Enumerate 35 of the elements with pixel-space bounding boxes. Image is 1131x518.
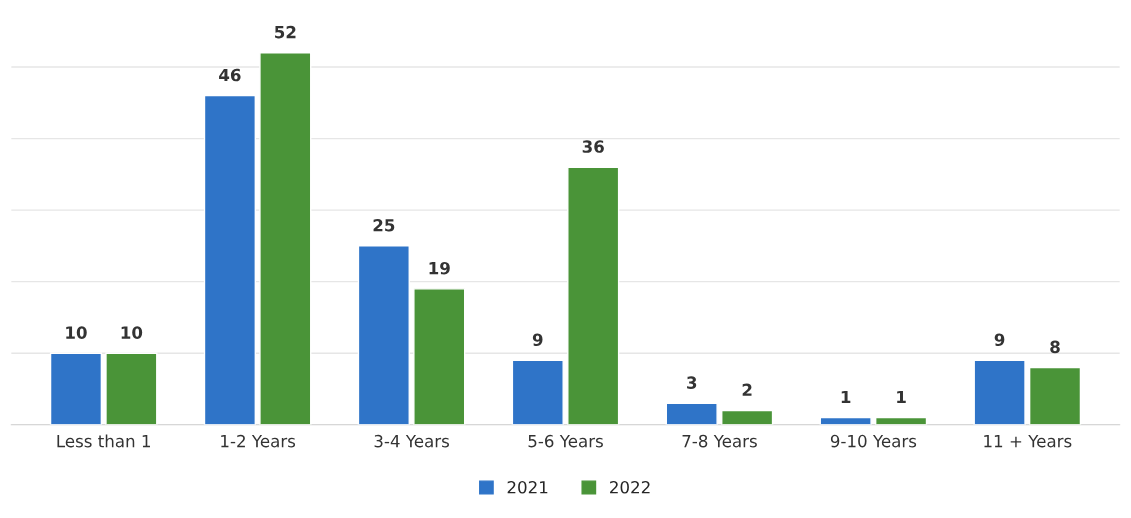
x-tick-label: 11 + Years xyxy=(984,435,1072,448)
bar xyxy=(357,245,410,425)
x-tick-label: 9-10 Years xyxy=(830,434,917,448)
data-label: 52 xyxy=(275,25,296,39)
data-label: 2 xyxy=(742,383,752,396)
x-tick-label: 1-2 Years xyxy=(221,434,296,448)
data-label: 1 xyxy=(897,390,906,404)
data-label: 10 xyxy=(66,326,87,339)
bar xyxy=(105,352,158,425)
data-label: 3 xyxy=(687,376,697,389)
bar xyxy=(721,409,774,425)
bar xyxy=(511,359,564,425)
data-label: 9 xyxy=(994,333,1005,347)
bar xyxy=(203,94,257,425)
data-label: 8 xyxy=(1050,340,1060,354)
bar xyxy=(413,288,466,425)
data-label: 36 xyxy=(582,140,604,153)
bar xyxy=(567,166,620,425)
x-tick-label: 5-6 Years xyxy=(528,434,603,448)
bar xyxy=(1028,366,1082,425)
x-tick-label: Less than 1 xyxy=(57,434,150,448)
bar xyxy=(665,402,718,425)
data-label: 19 xyxy=(429,261,450,275)
bar xyxy=(49,352,103,425)
legend-label: 2021 xyxy=(507,480,548,494)
bar xyxy=(973,359,1026,425)
data-label: 46 xyxy=(219,68,241,82)
data-label: 9 xyxy=(532,333,543,347)
data-label: 10 xyxy=(121,326,143,339)
legend-label: 2022 xyxy=(610,480,650,494)
data-label: 1 xyxy=(841,390,851,404)
x-tick-label: 7-8 Years xyxy=(682,434,757,448)
x-tick-label: 3-4 Years xyxy=(374,434,449,448)
data-label: 25 xyxy=(373,218,395,232)
bar xyxy=(259,52,312,425)
